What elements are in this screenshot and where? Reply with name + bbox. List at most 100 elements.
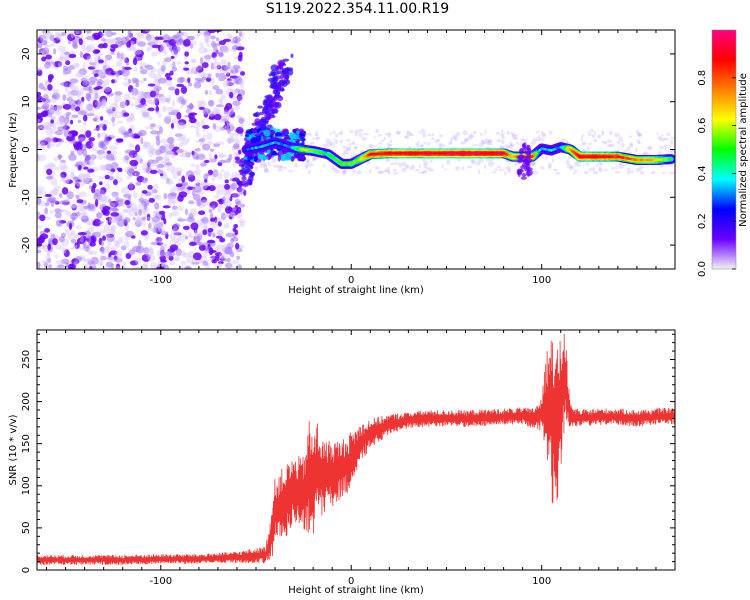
halo-blob bbox=[438, 142, 442, 147]
halo-blob bbox=[509, 144, 514, 150]
noise-blob bbox=[227, 61, 231, 70]
noise-blob bbox=[99, 247, 108, 254]
noise-blob bbox=[169, 192, 178, 197]
noise-blob bbox=[155, 237, 159, 243]
noise-blob bbox=[192, 252, 202, 261]
noise-blob bbox=[191, 261, 200, 265]
streak-blob bbox=[257, 122, 263, 127]
noise-blob bbox=[74, 241, 80, 249]
noise-blob bbox=[102, 195, 109, 200]
noise-blob bbox=[100, 255, 107, 261]
noise-blob bbox=[201, 62, 209, 69]
noise-blob bbox=[89, 265, 93, 269]
noise-blob bbox=[70, 31, 75, 39]
noise-blob bbox=[44, 125, 49, 130]
noise-blob bbox=[104, 174, 110, 180]
cluster-blob bbox=[296, 130, 300, 135]
halo-blob bbox=[466, 137, 472, 141]
noise-blob bbox=[92, 182, 97, 189]
noise-blob bbox=[222, 80, 228, 88]
noise-blob bbox=[215, 49, 219, 54]
colorbar-label: Normalized spectral amplitude bbox=[738, 73, 749, 227]
noise-blob bbox=[96, 198, 104, 203]
noise-blob bbox=[114, 242, 121, 249]
noise-blob bbox=[72, 138, 77, 145]
noise-blob bbox=[137, 132, 143, 137]
noise-blob bbox=[98, 123, 105, 128]
noise-blob bbox=[212, 169, 219, 178]
noise-blob bbox=[88, 80, 96, 86]
halo-blob bbox=[351, 142, 355, 145]
noise-blob bbox=[122, 81, 131, 87]
streak-blob bbox=[272, 101, 279, 108]
snr-y-tick-label: 200 bbox=[21, 392, 32, 411]
noise-blob bbox=[171, 205, 178, 210]
halo-blob bbox=[643, 152, 646, 156]
noise-blob bbox=[188, 241, 197, 247]
noise-blob bbox=[190, 163, 196, 167]
noise-blob bbox=[47, 124, 57, 131]
halo-blob bbox=[484, 138, 490, 144]
noise-blob bbox=[134, 171, 141, 177]
halo-blob bbox=[315, 136, 321, 140]
noise-blob bbox=[193, 235, 197, 242]
noise-blob bbox=[216, 184, 223, 190]
noise-blob bbox=[71, 204, 77, 211]
noise-blob bbox=[170, 237, 180, 243]
noise-blob bbox=[147, 254, 156, 262]
halo-blob bbox=[353, 145, 358, 150]
halo-blob bbox=[532, 170, 539, 175]
noise-blob bbox=[203, 225, 209, 231]
noise-blob bbox=[166, 115, 171, 119]
streak-blob bbox=[270, 70, 276, 76]
halo-blob bbox=[345, 139, 351, 142]
noise-blob bbox=[64, 123, 68, 130]
halo-blob bbox=[405, 135, 408, 139]
noise-blob bbox=[206, 239, 216, 244]
halo-blob bbox=[272, 164, 279, 168]
halo-blob bbox=[611, 166, 615, 171]
noise-blob bbox=[48, 237, 53, 245]
halo-blob bbox=[656, 132, 659, 136]
noise-blob bbox=[71, 62, 80, 69]
noise-blob bbox=[174, 108, 181, 113]
noise-blob bbox=[163, 218, 167, 225]
noise-blob bbox=[134, 153, 140, 161]
dip-blob bbox=[526, 144, 531, 151]
noise-blob bbox=[197, 64, 202, 71]
halo-blob bbox=[538, 138, 545, 142]
noise-blob bbox=[129, 260, 139, 266]
halo-blob bbox=[422, 169, 428, 173]
halo-blob bbox=[431, 137, 435, 141]
noise-blob bbox=[76, 199, 84, 204]
noise-blob bbox=[236, 264, 243, 269]
noise-blob bbox=[54, 185, 61, 192]
noise-blob bbox=[113, 70, 122, 74]
noise-blob bbox=[155, 105, 160, 113]
noise-blob bbox=[144, 30, 154, 33]
halo-blob bbox=[387, 169, 391, 175]
halo-blob bbox=[545, 155, 548, 160]
cluster-blob bbox=[274, 131, 283, 137]
noise-blob bbox=[133, 67, 138, 72]
noise-blob bbox=[66, 91, 74, 98]
noise-blob bbox=[76, 204, 85, 212]
noise-blob bbox=[76, 180, 86, 187]
halo-blob bbox=[421, 132, 427, 138]
noise-blob bbox=[87, 161, 91, 165]
streak-blob bbox=[283, 76, 289, 83]
halo-blob bbox=[538, 134, 541, 139]
halo-blob bbox=[277, 165, 282, 169]
halo-blob bbox=[264, 162, 267, 167]
halo-blob bbox=[473, 130, 477, 135]
noise-blob bbox=[232, 89, 242, 94]
halo-blob bbox=[500, 129, 504, 133]
halo-blob bbox=[468, 134, 474, 139]
halo-blob bbox=[589, 129, 594, 133]
noise-blob bbox=[81, 215, 89, 223]
noise-blob bbox=[137, 90, 146, 99]
noise-blob bbox=[59, 115, 65, 123]
noise-blob bbox=[112, 107, 116, 112]
halo-blob bbox=[345, 148, 351, 151]
noise-blob bbox=[226, 139, 235, 143]
